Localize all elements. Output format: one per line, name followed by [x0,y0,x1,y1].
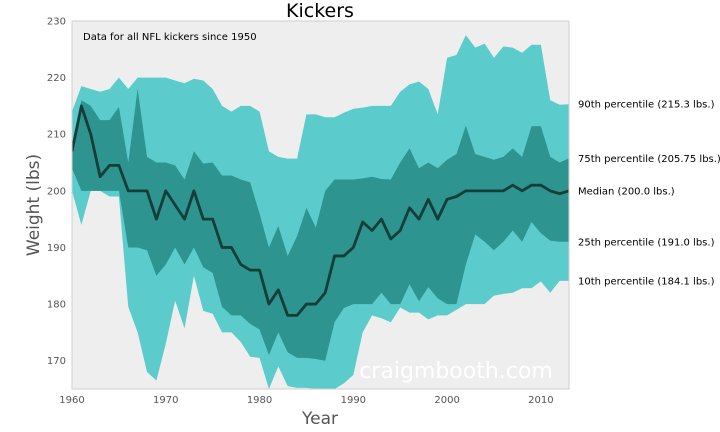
median-line [72,104,569,317]
x-tick-label: 1980 [247,395,272,406]
x-axis-ticks: 1960 1970 1980 1990 2000 2010 [59,395,553,406]
y-tick-label: 180 [47,300,66,311]
y-tick-label: 230 [47,17,66,28]
series-label: 10th percentile (184.1 lbs.) [578,276,715,287]
y-axis-title: Weight (lbs) [24,154,44,256]
percentile-bands [72,35,569,389]
plot-frame [71,20,570,390]
watermark: craigmbooth.com [359,359,553,384]
x-tick-label: 1990 [341,395,366,406]
y-tick-label: 220 [47,73,66,84]
band-25th-75th-percentile [72,88,569,361]
y-axis-ticks: 170 180 190 200 210 220 230 [47,17,66,368]
y-tick-label: 170 [47,356,66,367]
chart-annotation: Data for all NFL kickers since 1950 [83,32,257,43]
percentile-labels: 90th percentile (215.3 lbs.) 75th percent… [578,100,720,288]
y-tick-label: 190 [47,243,66,254]
x-axis-title: Year [301,409,338,429]
x-tick-label: 1970 [153,395,178,406]
median-layer [72,104,569,317]
y-tick-label: 210 [47,130,66,141]
x-tick-label: 2000 [434,395,459,406]
series-label: Median (200.0 lbs.) [578,186,675,197]
y-tick-label: 200 [47,186,66,197]
x-tick-label: 1960 [59,395,84,406]
x-tick-label: 2010 [528,395,553,406]
chart-title: Kickers [286,0,354,22]
series-label: 90th percentile (215.3 lbs.) [578,100,715,111]
series-label: 25th percentile (191.0 lbs.) [578,237,715,248]
series-label: 75th percentile (205.75 lbs.) [578,154,720,165]
